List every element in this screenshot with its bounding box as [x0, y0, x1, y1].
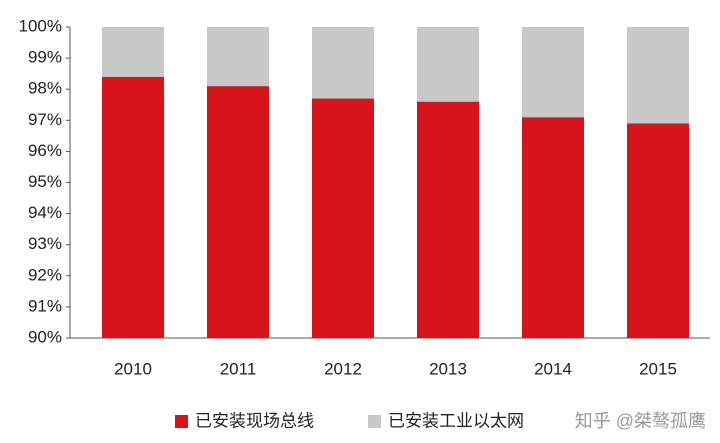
legend-label: 已安装现场总线	[195, 411, 314, 430]
y-tick-label: 90%	[28, 327, 62, 346]
bar-segment	[312, 27, 374, 99]
bar-segment	[102, 27, 164, 77]
bar-segment	[102, 76, 164, 338]
y-tick-label: 94%	[28, 203, 62, 222]
x-tick-label: 2013	[429, 359, 467, 378]
y-tick-label: 98%	[28, 79, 62, 98]
bar-segment	[522, 117, 584, 338]
bar-segment	[417, 101, 479, 338]
y-tick-label: 95%	[28, 172, 62, 191]
bar-segment	[627, 27, 689, 124]
x-tick-label: 2010	[114, 359, 152, 378]
legend-swatch	[368, 415, 381, 428]
y-tick-label: 91%	[28, 296, 62, 315]
x-tick-label: 2014	[534, 359, 572, 378]
bar-segment	[417, 27, 479, 102]
y-tick-label: 97%	[28, 110, 62, 129]
y-tick-label: 99%	[28, 48, 62, 67]
bar-segment	[627, 123, 689, 338]
bar-segment	[207, 86, 269, 338]
bar-segment	[207, 27, 269, 87]
x-tick-label: 2011	[220, 359, 257, 378]
y-tick-label: 96%	[28, 141, 62, 160]
x-tick-label: 2012	[324, 359, 362, 378]
watermark: 知乎 @桀骜孤鹰	[575, 411, 706, 431]
y-tick-label: 92%	[28, 265, 62, 284]
y-tick-label: 93%	[28, 234, 62, 253]
legend-swatch	[175, 415, 188, 428]
x-tick-label: 2015	[639, 359, 677, 378]
bar-segment	[522, 27, 584, 118]
y-tick-label: 100%	[19, 16, 62, 35]
legend-label: 已安装工业以太网	[388, 411, 524, 430]
bar-segment	[312, 98, 374, 338]
